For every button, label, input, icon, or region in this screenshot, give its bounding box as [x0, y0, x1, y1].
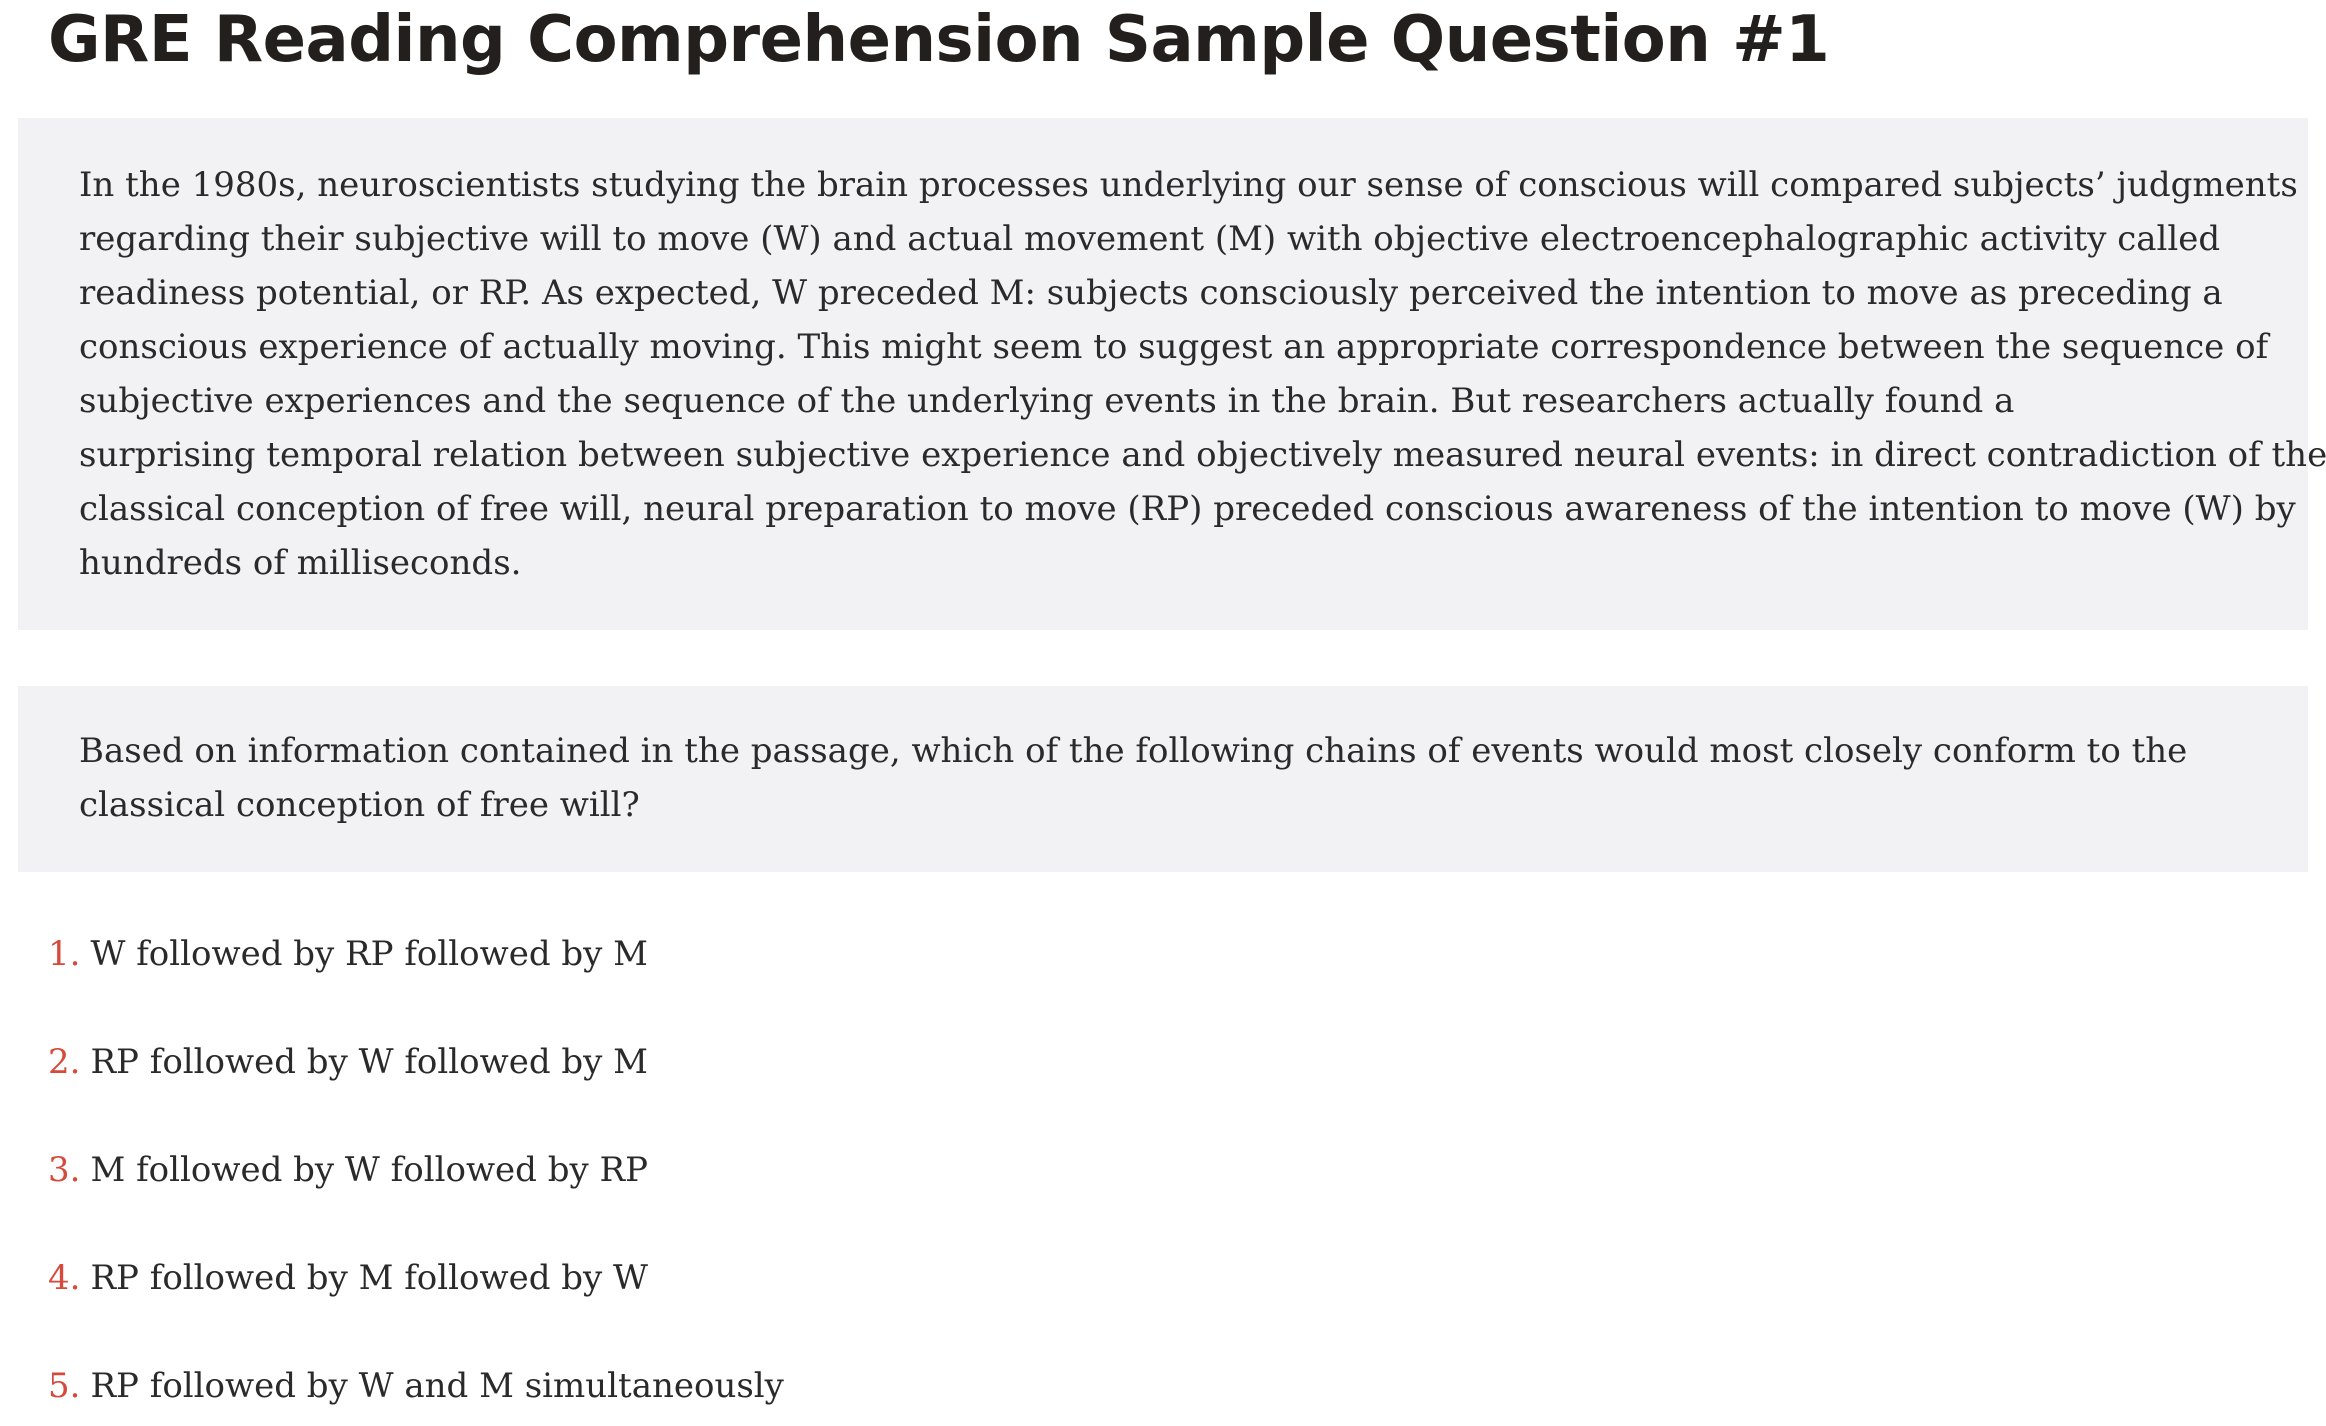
- passage-line: subjective experiences and the sequence …: [79, 381, 2015, 421]
- answer-choice-2[interactable]: 2. RP followed by W followed by M: [48, 1032, 784, 1140]
- answer-choice-5[interactable]: 5. RP followed by W and M simultaneously: [48, 1356, 784, 1426]
- answer-choices: 1. W followed by RP followed by M 2. RP fo…: [48, 924, 784, 1426]
- passage-text: In the 1980s, neuroscientists studying t…: [79, 158, 2326, 590]
- choice-text: RP followed by W followed by M: [90, 1042, 648, 1082]
- answer-choice-1[interactable]: 1. W followed by RP followed by M: [48, 924, 784, 1032]
- passage-line: readiness potential, or RP. As expected,…: [79, 273, 2223, 313]
- passage-line: conscious experience of actually moving.…: [79, 327, 2269, 367]
- passage-panel: In the 1980s, neuroscientists studying t…: [18, 118, 2326, 630]
- choice-number: 3.: [48, 1150, 81, 1190]
- passage-line: classical conception of free will, neura…: [79, 489, 2296, 529]
- choice-text: M followed by W followed by RP: [90, 1150, 648, 1190]
- question-panel: Based on information contained in the pa…: [18, 686, 2308, 872]
- page-title: GRE Reading Comprehension Sample Questio…: [48, 3, 1830, 77]
- answer-choice-4[interactable]: 4. RP followed by M followed by W: [48, 1248, 784, 1356]
- question-text: Based on information contained in the pa…: [79, 731, 2188, 825]
- choice-number: 2.: [48, 1042, 81, 1082]
- passage-line: hundreds of milliseconds.: [79, 543, 522, 583]
- choice-number: 4.: [48, 1258, 81, 1298]
- choice-number: 5.: [48, 1366, 81, 1406]
- choice-text: RP followed by W and M simultaneously: [90, 1366, 784, 1406]
- answer-choice-3[interactable]: 3. M followed by W followed by RP: [48, 1140, 784, 1248]
- choice-text: RP followed by M followed by W: [90, 1258, 648, 1298]
- choice-number: 1.: [48, 934, 81, 974]
- choice-text: W followed by RP followed by M: [90, 934, 648, 974]
- passage-line: regarding their subjective will to move …: [79, 219, 2221, 259]
- passage-line: In the 1980s, neuroscientists studying t…: [79, 165, 2298, 205]
- passage-line: surprising temporal relation between sub…: [79, 435, 2326, 475]
